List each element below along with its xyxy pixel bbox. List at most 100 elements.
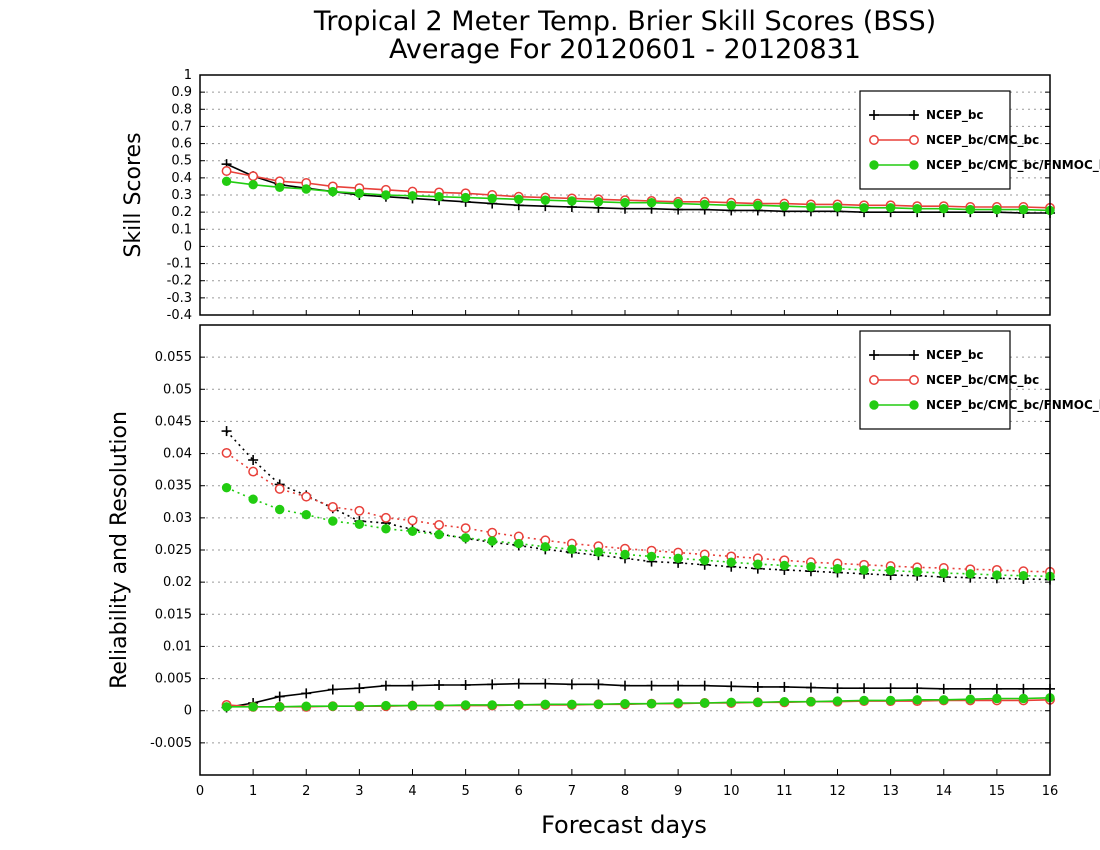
bottom-reliability-2-point-16 bbox=[646, 698, 657, 709]
top-series-2-point-29 bbox=[992, 204, 1002, 215]
bottom-ytick-label-6: 0.025 bbox=[155, 543, 192, 558]
bottom-legend-marker-b-0 bbox=[909, 350, 919, 360]
bottom-reliability-0-point-29 bbox=[991, 683, 1002, 694]
bottom-resolution-2-point-25 bbox=[885, 565, 896, 576]
bottom-reliability-2-point-1 bbox=[248, 702, 258, 712]
bottom-reliability-line-2 bbox=[226, 697, 1051, 708]
top-ytick-label-5: 0.5 bbox=[171, 154, 192, 169]
x-tick-label-14: 14 bbox=[935, 784, 952, 799]
bottom-resolution-1-point-10 bbox=[487, 527, 498, 538]
bottom-ytick-label-5: 0.03 bbox=[163, 511, 192, 526]
x-tick-label-0: 0 bbox=[196, 784, 204, 799]
top-series-2-point-28 bbox=[965, 204, 976, 215]
top-series-2-point-12 bbox=[540, 195, 551, 205]
x-tick-label-11: 11 bbox=[776, 784, 793, 799]
bottom-resolution-2-point-24 bbox=[859, 565, 869, 575]
top-series-2-point-6 bbox=[381, 190, 391, 200]
top-series-2-point-16 bbox=[646, 198, 657, 208]
bottom-resolution-1-point-5 bbox=[354, 505, 365, 516]
top-legend-label-2: NCEP_bc/CMC_bc/FNMOC_bc bbox=[926, 158, 1100, 173]
bottom-reliability-0-point-16 bbox=[646, 680, 657, 691]
bottom-resolution-2-point-11 bbox=[514, 538, 524, 549]
bottom-reliability-2-point-14 bbox=[593, 699, 604, 709]
bottom-resolution-1-point-0 bbox=[221, 447, 232, 458]
bottom-resolution-0-point-1 bbox=[248, 455, 259, 465]
top-legend-marker-a-0 bbox=[869, 110, 879, 120]
top-series-2-point-19 bbox=[726, 200, 736, 210]
bottom-resolution-line-2 bbox=[226, 486, 1051, 578]
bottom-resolution-2-point-13 bbox=[567, 544, 577, 555]
bottom-resolution-2-point-29 bbox=[992, 570, 1002, 580]
bottom-resolution-2-point-9 bbox=[460, 533, 471, 543]
top-ytick-label-12: -0.2 bbox=[167, 274, 192, 289]
top-legend-marker-b-1 bbox=[909, 135, 919, 145]
bottom-reliability-2-point-13 bbox=[567, 699, 577, 709]
bottom-ytick-label-1: 0.05 bbox=[163, 382, 192, 397]
top-ytick-label-1: 0.9 bbox=[171, 85, 192, 100]
bottom-reliability-2-point-2 bbox=[274, 702, 285, 712]
x-tick-label-1: 1 bbox=[249, 784, 257, 799]
top-series-2-point-1 bbox=[248, 180, 258, 190]
bottom-resolution-2-point-26 bbox=[912, 567, 922, 577]
top-series-2-point-0 bbox=[221, 176, 232, 186]
top-ytick-label-2: 0.8 bbox=[171, 102, 192, 117]
top-frame bbox=[199, 74, 1051, 316]
bottom-reliability-2-point-0 bbox=[221, 702, 232, 712]
bottom-resolution-1-point-3 bbox=[301, 491, 312, 502]
bottom-reliability-2-point-9 bbox=[460, 700, 471, 710]
bottom-reliability-2-point-28 bbox=[965, 694, 976, 704]
bottom-resolution-2-point-14 bbox=[593, 547, 604, 557]
bottom-reliability-2-point-22 bbox=[806, 697, 816, 707]
bottom-resolution-2-point-7 bbox=[407, 526, 418, 537]
bottom-reliability-0-point-30 bbox=[1018, 683, 1029, 694]
bottom-resolution-2-point-28 bbox=[965, 569, 976, 579]
x-axis-label: Forecast days bbox=[541, 811, 707, 839]
x-tick-label-9: 9 bbox=[674, 784, 682, 799]
top-legend-marker-b-0 bbox=[909, 110, 919, 120]
bottom-resolution-1-point-2 bbox=[274, 483, 285, 494]
top-ytick-label-13: -0.3 bbox=[167, 291, 192, 306]
bottom-legend-label-2: NCEP_bc/CMC_bc/FNMOC_bc bbox=[926, 398, 1100, 413]
bottom-ytick-label-2: 0.045 bbox=[155, 414, 192, 429]
bottom-reliability-2-point-6 bbox=[381, 700, 391, 711]
x-tick-label-16: 16 bbox=[1042, 784, 1059, 799]
top-series-2-point-25 bbox=[885, 203, 896, 213]
bottom-resolution-2-point-10 bbox=[487, 536, 497, 546]
top-ytick-label-9: 0.1 bbox=[171, 222, 192, 237]
bottom-reliability-2-point-5 bbox=[354, 701, 365, 711]
x-tick-label-4: 4 bbox=[408, 784, 416, 799]
bottom-ytick-label-9: 0.01 bbox=[163, 639, 192, 654]
bottom-reliability-2-point-21 bbox=[779, 697, 790, 707]
top-series-2-point-7 bbox=[407, 191, 418, 201]
bottom-reliability-0-point-18 bbox=[699, 680, 710, 691]
bottom-reliability-2-point-10 bbox=[487, 700, 497, 710]
bottom-reliability-0-point-28 bbox=[965, 683, 976, 694]
bottom-legend-label-1: NCEP_bc/CMC_bc bbox=[926, 373, 1039, 388]
top-ytick-label-10: 0 bbox=[184, 239, 192, 254]
bottom-reliability-0-point-19 bbox=[726, 681, 737, 692]
bottom-resolution-2-point-6 bbox=[381, 524, 391, 534]
top-series-2-point-20 bbox=[753, 200, 763, 210]
top-ylabel: Skill Scores bbox=[121, 132, 146, 257]
bottom-ytick-label-8: 0.015 bbox=[155, 607, 192, 622]
bottom-resolution-2-point-15 bbox=[620, 549, 630, 560]
bottom-ytick-label-0: 0.055 bbox=[155, 350, 192, 365]
x-tick-label-13: 13 bbox=[882, 784, 899, 799]
top-ytick-label-4: 0.6 bbox=[171, 137, 192, 152]
bottom-resolution-2-point-17 bbox=[673, 553, 683, 564]
x-tick-label-12: 12 bbox=[829, 784, 846, 799]
bottom-reliability-0-point-25 bbox=[885, 683, 896, 694]
bottom-resolution-2-point-16 bbox=[646, 551, 657, 562]
top-series-2-point-14 bbox=[593, 197, 604, 207]
bottom-reliability-0-point-6 bbox=[380, 680, 391, 691]
bottom-reliability-0-point-3 bbox=[301, 688, 312, 699]
top-series-2-point-5 bbox=[354, 188, 365, 198]
x-tick-label-5: 5 bbox=[461, 784, 469, 799]
bottom-reliability-2-point-7 bbox=[407, 700, 418, 711]
bottom-reliability-2-point-26 bbox=[912, 695, 922, 705]
bottom-resolution-2-point-12 bbox=[540, 542, 551, 552]
bottom-reliability-2-point-18 bbox=[699, 698, 710, 708]
bottom-reliability-2-point-24 bbox=[859, 695, 869, 706]
bottom-ytick-label-7: 0.02 bbox=[163, 575, 192, 590]
top-ytick-label-8: 0.2 bbox=[171, 205, 192, 220]
